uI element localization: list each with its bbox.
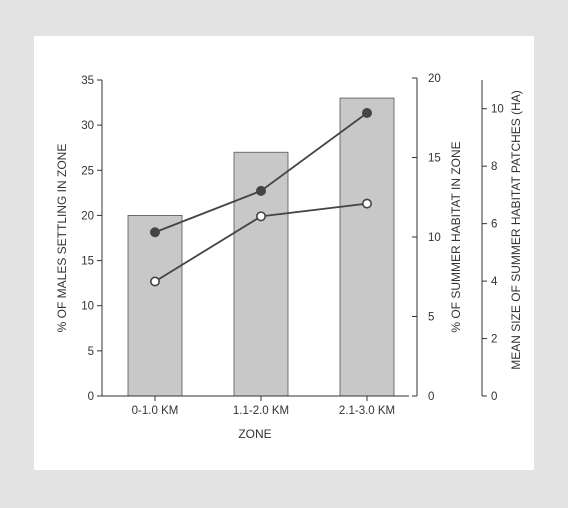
left-axis-tick-label: 25 xyxy=(81,165,94,177)
left-axis-tick-label: 30 xyxy=(81,120,94,132)
right-axis-2-tick-label: 8 xyxy=(491,161,497,173)
x-axis-tick-label: 1.1-2.0 KM xyxy=(233,405,289,417)
series-2-point-1 xyxy=(150,276,161,287)
left-axis-tick-label: 15 xyxy=(81,256,94,268)
series-1-point-1 xyxy=(150,227,161,238)
x-axis-title: ZONE xyxy=(238,427,271,441)
right-axis-1-tick-label: 5 xyxy=(428,312,434,324)
right-axis-1-tick-label: 0 xyxy=(428,391,434,403)
left-axis-tick-label: 0 xyxy=(88,391,94,403)
right-axis-2-tick-label: 10 xyxy=(491,104,504,116)
right-axis-2-tick-label: 0 xyxy=(491,391,497,403)
bar-1 xyxy=(127,215,183,397)
right-axis-2-tick-label: 6 xyxy=(491,219,497,231)
right-axis-1-tick-label: 15 xyxy=(428,153,441,165)
series-1-point-2 xyxy=(255,185,266,196)
x-axis-tick-label: 0-1.0 KM xyxy=(132,405,179,417)
left-axis-title: % OF MALES SETTLING IN ZONE xyxy=(55,144,69,333)
bar-3 xyxy=(339,97,395,397)
series-1-point-3 xyxy=(361,107,372,118)
left-axis-tick-label: 10 xyxy=(81,301,94,313)
right-axis-1-title: % OF SUMMER HABITAT IN ZONE xyxy=(449,141,463,332)
right-axis-1-tick-label: 10 xyxy=(428,232,441,244)
right-axis-2-title: MEAN SIZE OF SUMMER HABITAT PATCHES (HA) xyxy=(509,90,523,370)
left-axis-tick-label: 20 xyxy=(81,210,94,222)
x-axis-tick-label: 2.1-3.0 KM xyxy=(339,405,395,417)
right-axis-2-tick-label: 2 xyxy=(491,334,497,346)
left-axis-tick-label: 5 xyxy=(88,346,94,358)
left-axis-tick-label: 35 xyxy=(81,75,94,87)
right-axis-2-tick-label: 4 xyxy=(491,276,498,288)
right-axis-1-tick-label: 20 xyxy=(428,73,441,85)
series-2-point-2 xyxy=(255,211,266,222)
series-2-point-3 xyxy=(361,198,372,209)
